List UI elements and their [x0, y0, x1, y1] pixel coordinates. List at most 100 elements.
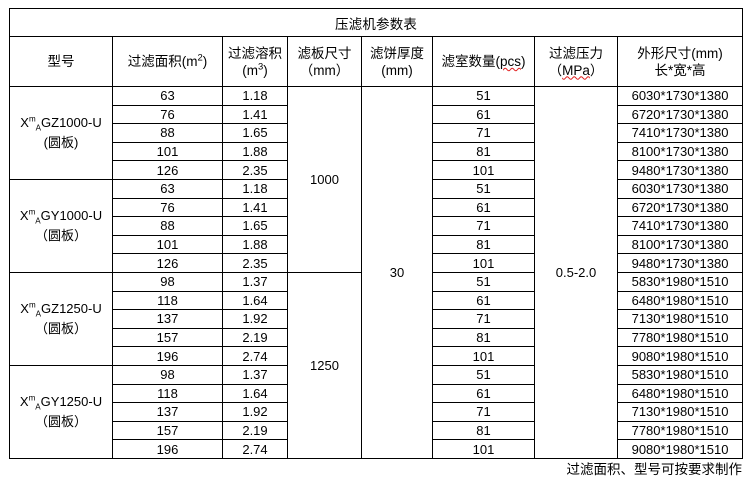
- cell-overall-dimensions: 6720*1730*1380: [616, 104, 744, 125]
- spec-table-wrapper: 压滤机参数表 型号 过滤面积(m2) 过滤溶积 (m3) 滤板尺寸 （mm） 滤饼厚度 (mm)…: [8, 8, 744, 459]
- cell-chamber-count: 51: [432, 86, 535, 106]
- column-header-overall-dimensions: 外形尺寸(mm) 长*宽*高: [616, 36, 744, 87]
- cell-filter-area: 126: [112, 160, 223, 180]
- column-header-pressure-open-paren: （: [548, 62, 563, 78]
- column-header-overall-line2: 长*宽*高: [654, 62, 706, 78]
- cell-filter-area: 196: [112, 439, 223, 459]
- cell-overall-dimensions: 7780*1980*1510: [616, 327, 744, 348]
- model-note: （圆板）: [34, 227, 87, 243]
- cell-overall-dimensions: 6480*1980*1510: [616, 290, 744, 311]
- model-note: （圆板）: [34, 320, 87, 336]
- model-note: （圆板）: [34, 413, 87, 429]
- column-header-cake-thickness-line1: 滤饼厚度: [370, 45, 424, 61]
- cell-chamber-count: 61: [432, 290, 535, 311]
- filter-press-parameter-table: 压滤机参数表 型号 过滤面积(m2) 过滤溶积 (m3) 滤板尺寸 （mm） 滤饼厚度 (mm)…: [8, 8, 744, 459]
- table-row: 118 1.64 61 6480*1980*1510: [10, 383, 744, 404]
- cell-filter-volume: 2.35: [222, 160, 288, 180]
- cell-filter-area: 88: [112, 123, 223, 143]
- table-row: 101 1.88 81 8100*1730*1380: [10, 141, 744, 162]
- cell-chamber-count: 51: [432, 178, 535, 199]
- cell-filter-area: 118: [112, 383, 223, 404]
- column-header-pressure-line2: （MPa）: [535, 62, 617, 79]
- table-row: 137 1.92 71 7130*1980*1510: [10, 309, 744, 329]
- cell-overall-dimensions: 6720*1730*1380: [616, 197, 744, 218]
- cell-overall-dimensions: 7130*1980*1510: [616, 309, 744, 329]
- cell-filter-area: 157: [112, 420, 223, 441]
- model-code: XmAGY1000-U: [19, 207, 103, 226]
- model-code: XmAGY1250-U: [19, 393, 103, 412]
- cell-filter-area: 63: [112, 178, 223, 199]
- model-subscript: A: [35, 216, 41, 226]
- cell-chamber-count: 61: [432, 383, 535, 404]
- cell-filter-area: 196: [112, 346, 223, 366]
- cell-overall-dimensions: 7410*1730*1380: [616, 216, 744, 236]
- cell-filter-pressure: 0.5-2.0: [534, 86, 618, 459]
- table-row: 118 1.64 61 6480*1980*1510: [10, 290, 744, 311]
- cell-chamber-count: 81: [432, 234, 535, 255]
- cell-chamber-count: 101: [432, 253, 535, 273]
- cell-filter-volume: 1.37: [222, 364, 288, 385]
- cell-chamber-count: 81: [432, 141, 535, 162]
- cell-overall-dimensions: 8100*1730*1380: [616, 234, 744, 255]
- cell-filter-area: 76: [112, 197, 223, 218]
- cell-chamber-count: 51: [432, 364, 535, 385]
- cell-filter-area: 157: [112, 327, 223, 348]
- table-row: 157 2.19 81 7780*1980*1510: [10, 420, 744, 441]
- cell-overall-dimensions: 7780*1980*1510: [616, 420, 744, 441]
- cell-filter-area: 98: [112, 364, 223, 385]
- cell-chamber-count: 61: [432, 104, 535, 125]
- cell-cake-thickness: 30: [361, 86, 433, 459]
- cell-filter-volume: 2.19: [222, 327, 288, 348]
- table-row: XmAGZ1250-U （圆板） 98 1.37 1250 51 5830*1980*151…: [9, 271, 744, 459]
- table-body: 压滤机参数表 型号 过滤面积(m2) 过滤溶积 (m3) 滤板尺寸 （mm） 滤饼厚度 (mm)…: [8, 8, 744, 459]
- cell-overall-dimensions: 7410*1730*1380: [616, 123, 744, 143]
- cell-chamber-count: 101: [432, 439, 535, 459]
- cell-overall-dimensions: 5830*1980*1510: [616, 271, 744, 292]
- cell-chamber-count: 71: [432, 309, 535, 329]
- cell-overall-dimensions: 9480*1730*1380: [616, 253, 744, 273]
- cell-filter-volume: 1.88: [222, 141, 288, 162]
- column-header-overall-line1: 外形尺寸(mm): [637, 45, 723, 61]
- model-code: XmAGZ1000-U: [20, 114, 102, 133]
- cell-filter-volume: 2.35: [222, 253, 288, 273]
- cell-filter-volume: 1.65: [222, 216, 288, 236]
- cell-filter-volume: 2.19: [222, 420, 288, 441]
- cell-filter-volume: 1.41: [222, 197, 288, 218]
- cell-filter-area: 101: [112, 234, 223, 255]
- table-row: 88 1.65 71 7410*1730*1380: [10, 216, 744, 236]
- cell-chamber-count: 71: [432, 123, 535, 143]
- cell-chamber-count: 101: [432, 160, 535, 180]
- column-header-chamber-count-suffix: ): [521, 54, 526, 69]
- model-superscript: m: [28, 300, 36, 310]
- table-row: 76 1.41 61 6720*1730*1380: [10, 104, 744, 125]
- cell-overall-dimensions: 6030*1730*1380: [616, 86, 744, 106]
- cell-filter-volume: 1.92: [222, 309, 288, 329]
- column-header-chamber-count-unit: pcs: [499, 54, 521, 69]
- model-subscript: A: [35, 309, 42, 319]
- column-header-model: 型号: [9, 36, 113, 87]
- column-header-plate-size-line2: （mm）: [299, 62, 350, 78]
- column-header-filter-area: 过滤面积(m2): [112, 36, 223, 87]
- cell-chamber-count: 101: [432, 346, 535, 366]
- cell-plate-size: 1250: [287, 271, 362, 459]
- cell-chamber-count: 81: [432, 327, 535, 348]
- column-header-cake-thickness-line2: (mm): [381, 62, 413, 78]
- cell-overall-dimensions: 6030*1730*1380: [616, 178, 744, 199]
- cell-chamber-count: 61: [432, 197, 535, 218]
- model-superscript: m: [28, 393, 36, 403]
- table-row: 157 2.19 81 7780*1980*1510: [10, 327, 744, 348]
- page-title: 压滤机参数表: [8, 8, 744, 37]
- cell-filter-area: 98: [112, 271, 223, 292]
- model-superscript: m: [28, 207, 36, 217]
- cell-chamber-count: 71: [432, 216, 535, 236]
- table-row: XmAGY1250-U （圆板） 98 1.37 51 5830*1980*1510: [9, 364, 744, 459]
- cell-filter-area: 137: [112, 309, 223, 329]
- cell-overall-dimensions: 6480*1980*1510: [616, 383, 744, 404]
- footnote: 过滤面积、型号可按要求制作: [566, 462, 743, 477]
- cell-filter-area: 63: [112, 86, 223, 106]
- cell-model: XmAGY1250-U （圆板）: [9, 364, 113, 459]
- table-row: 196 2.74 101 9080*1980*1510: [10, 439, 744, 459]
- cell-chamber-count: 71: [432, 402, 535, 422]
- cell-filter-volume: 1.18: [222, 178, 288, 199]
- table-row: 126 2.35 101 9480*1730*1380: [10, 253, 744, 273]
